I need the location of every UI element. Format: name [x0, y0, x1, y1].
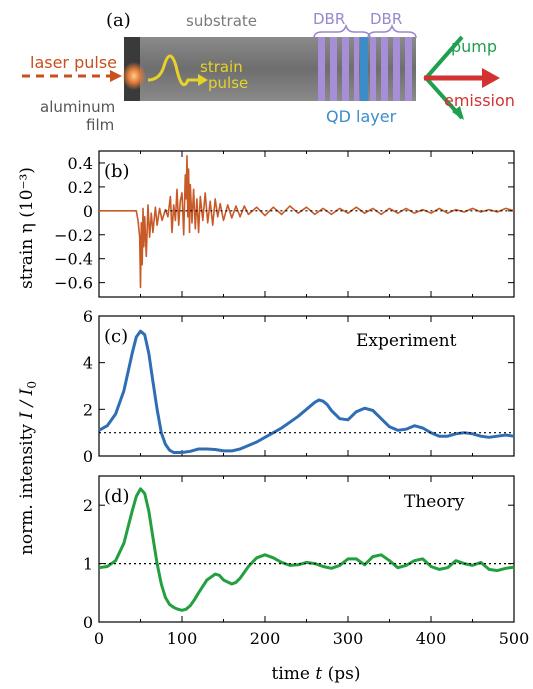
- data-series-line: [98, 329, 515, 454]
- x-tick-label: 200: [250, 629, 281, 648]
- qd-layer-label: QD layer: [326, 107, 397, 126]
- panel-label-a: (a): [106, 10, 131, 31]
- film-label: film: [86, 116, 114, 134]
- aluminum-label: aluminum: [40, 98, 115, 116]
- y-tick-label: 6: [83, 307, 93, 326]
- panel-annotation: Experiment: [356, 331, 457, 351]
- x-tick-label: 100: [167, 629, 198, 648]
- panel-annotation: Theory: [404, 492, 465, 512]
- y-tick-label: 0.2: [68, 178, 93, 197]
- strain-pulse-wave: [147, 54, 200, 87]
- substrate-label: substrate: [186, 12, 257, 30]
- experiment-plot-panel: 0 2 4 6 (c) Experiment: [83, 307, 515, 466]
- x-tick-label: 0: [94, 629, 104, 648]
- data-series-line: [98, 487, 515, 612]
- panel-label: (d): [104, 486, 130, 507]
- y-tick-label: 0.4: [68, 154, 93, 173]
- y-tick-label: −0.2: [54, 226, 93, 245]
- panel-label: (b): [104, 161, 130, 182]
- data-series-line: [99, 155, 515, 289]
- theory-plot-panel: 0 1 2 (d) Theory: [83, 475, 515, 632]
- intensity-axis-label: norm. intensity I / I0: [17, 381, 39, 555]
- strain-plot-panel: −0.6 −0.4 −0.2 0 0.2 0.4 (b): [54, 150, 515, 298]
- strain-pulse-arrowhead: [198, 74, 208, 86]
- y-tick-label: 4: [83, 354, 93, 373]
- x-tick-label: 500: [499, 629, 530, 648]
- y-tick-label: 0: [83, 447, 93, 466]
- pump-arrowhead: [452, 106, 464, 120]
- dbr-right-label: DBR: [370, 10, 402, 28]
- plot-frame: [98, 150, 515, 298]
- dbr-left-label: DBR: [313, 10, 345, 28]
- y-tick-label: 0: [83, 202, 93, 221]
- x-tick-labels: 0 100 200 300 400 500: [94, 629, 529, 648]
- dbr-left-brace: [313, 23, 371, 39]
- y-tick-label: 2: [83, 400, 93, 419]
- time-axis-label: time t (ps): [272, 664, 361, 684]
- dbr-right-stripes: [370, 37, 412, 101]
- y-tick-label: 1: [83, 555, 93, 574]
- y-tick-label: −0.6: [54, 274, 93, 293]
- laser-pulse-label: laser pulse: [30, 53, 117, 72]
- qd-layer-stripe: [360, 37, 368, 101]
- schematic-panel: (a) substrate DBR DBR QD layer: [22, 10, 515, 134]
- y-tick-label: 2: [83, 496, 93, 515]
- pump-label: pump: [451, 37, 497, 56]
- pulse-label: pulse: [208, 74, 248, 92]
- substrate-bar: [138, 37, 416, 101]
- emission-label: emission: [444, 91, 515, 110]
- x-tick-label: 400: [416, 629, 447, 648]
- laser-spot: [122, 62, 146, 90]
- strain-label: strain: [200, 58, 243, 76]
- dbr-right-brace: [367, 23, 417, 39]
- strain-axis-label: strain η (10⁻³): [17, 167, 37, 289]
- emission-arrowhead: [482, 68, 500, 88]
- laser-arrowhead: [110, 70, 122, 82]
- y-tick-label: −0.4: [54, 250, 93, 269]
- y-tick-label: 0: [83, 613, 93, 632]
- dbr-left-stripes: [318, 37, 359, 101]
- x-tick-label: 300: [333, 629, 364, 648]
- panel-label: (c): [104, 326, 128, 347]
